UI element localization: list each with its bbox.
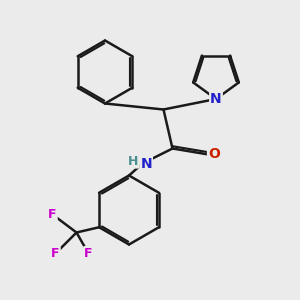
Text: H: H [128,154,138,168]
Text: N: N [210,92,222,106]
Text: F: F [51,247,60,260]
Text: F: F [84,247,93,260]
Text: O: O [208,148,220,161]
Text: N: N [140,157,152,170]
Text: F: F [48,208,57,221]
